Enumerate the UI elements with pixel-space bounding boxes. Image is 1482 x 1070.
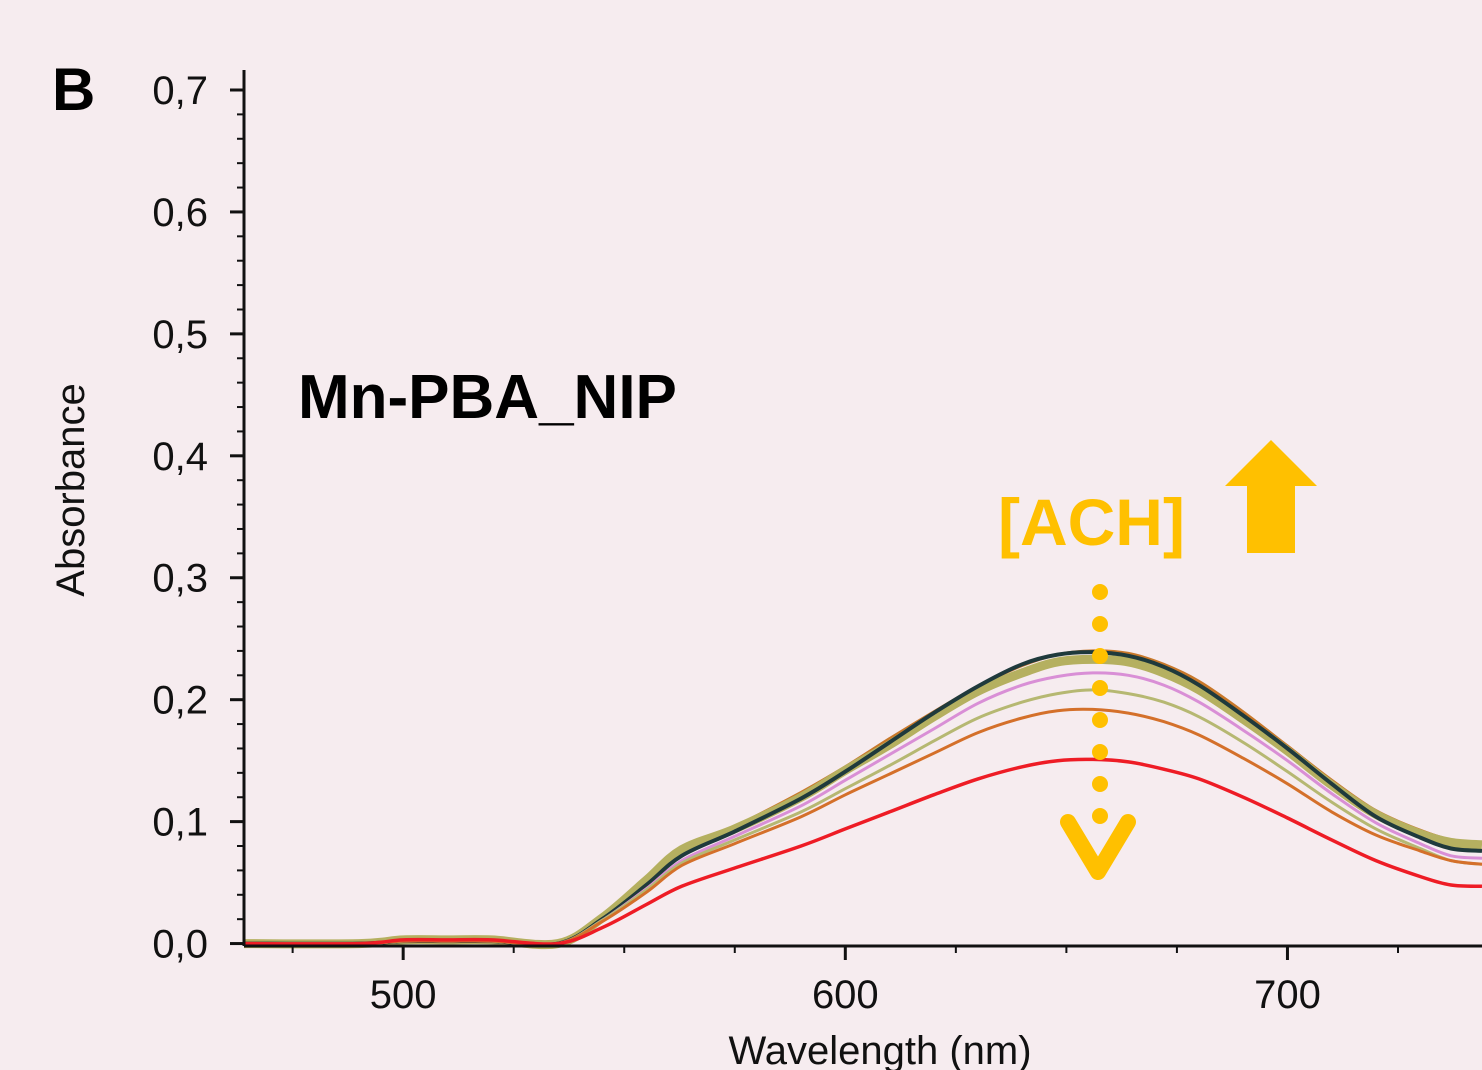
sample-label: Mn-PBA_NIP: [298, 363, 677, 432]
x-tick-label: 500: [370, 973, 437, 1017]
series-line-7: [243, 757, 1482, 946]
series-line-3: [243, 650, 1482, 947]
concentration-label: [ACH]: [998, 485, 1185, 559]
y-tick-label: 0,3: [152, 557, 208, 601]
axes-layer: [242, 70, 1482, 948]
y-tick-label: 0,4: [152, 435, 208, 479]
x-axis-title: Wavelength (nm): [728, 1029, 1031, 1070]
series-line-1: [243, 649, 1482, 947]
series-line-4: [243, 671, 1482, 947]
y-axis-title: Absorbance: [49, 383, 93, 596]
y-tick-label: 0,2: [152, 679, 208, 723]
y-tick-label: 0,6: [152, 191, 208, 235]
series-line-6: [243, 707, 1482, 947]
panel-label: B: [52, 56, 95, 123]
up-arrow-icon: [1225, 440, 1317, 553]
series-line-5: [243, 688, 1482, 947]
x-tick-label: 600: [812, 973, 879, 1017]
ticks-layer: 0,0 0,1 0,2 0,3 0,4 0,5 0,6 0,7 500 600 700: [152, 69, 1399, 1017]
y-tick-label: 0,0: [152, 923, 208, 967]
series-layer: [243, 649, 1482, 950]
y-tick-label: 0,1: [152, 801, 208, 845]
y-tick-label: 0,7: [152, 69, 208, 113]
x-tick-label: 700: [1254, 973, 1321, 1017]
dotted-down-arrow-icon: [1060, 584, 1136, 880]
y-tick-label: 0,5: [152, 313, 208, 357]
series-line-2: [243, 654, 1482, 950]
